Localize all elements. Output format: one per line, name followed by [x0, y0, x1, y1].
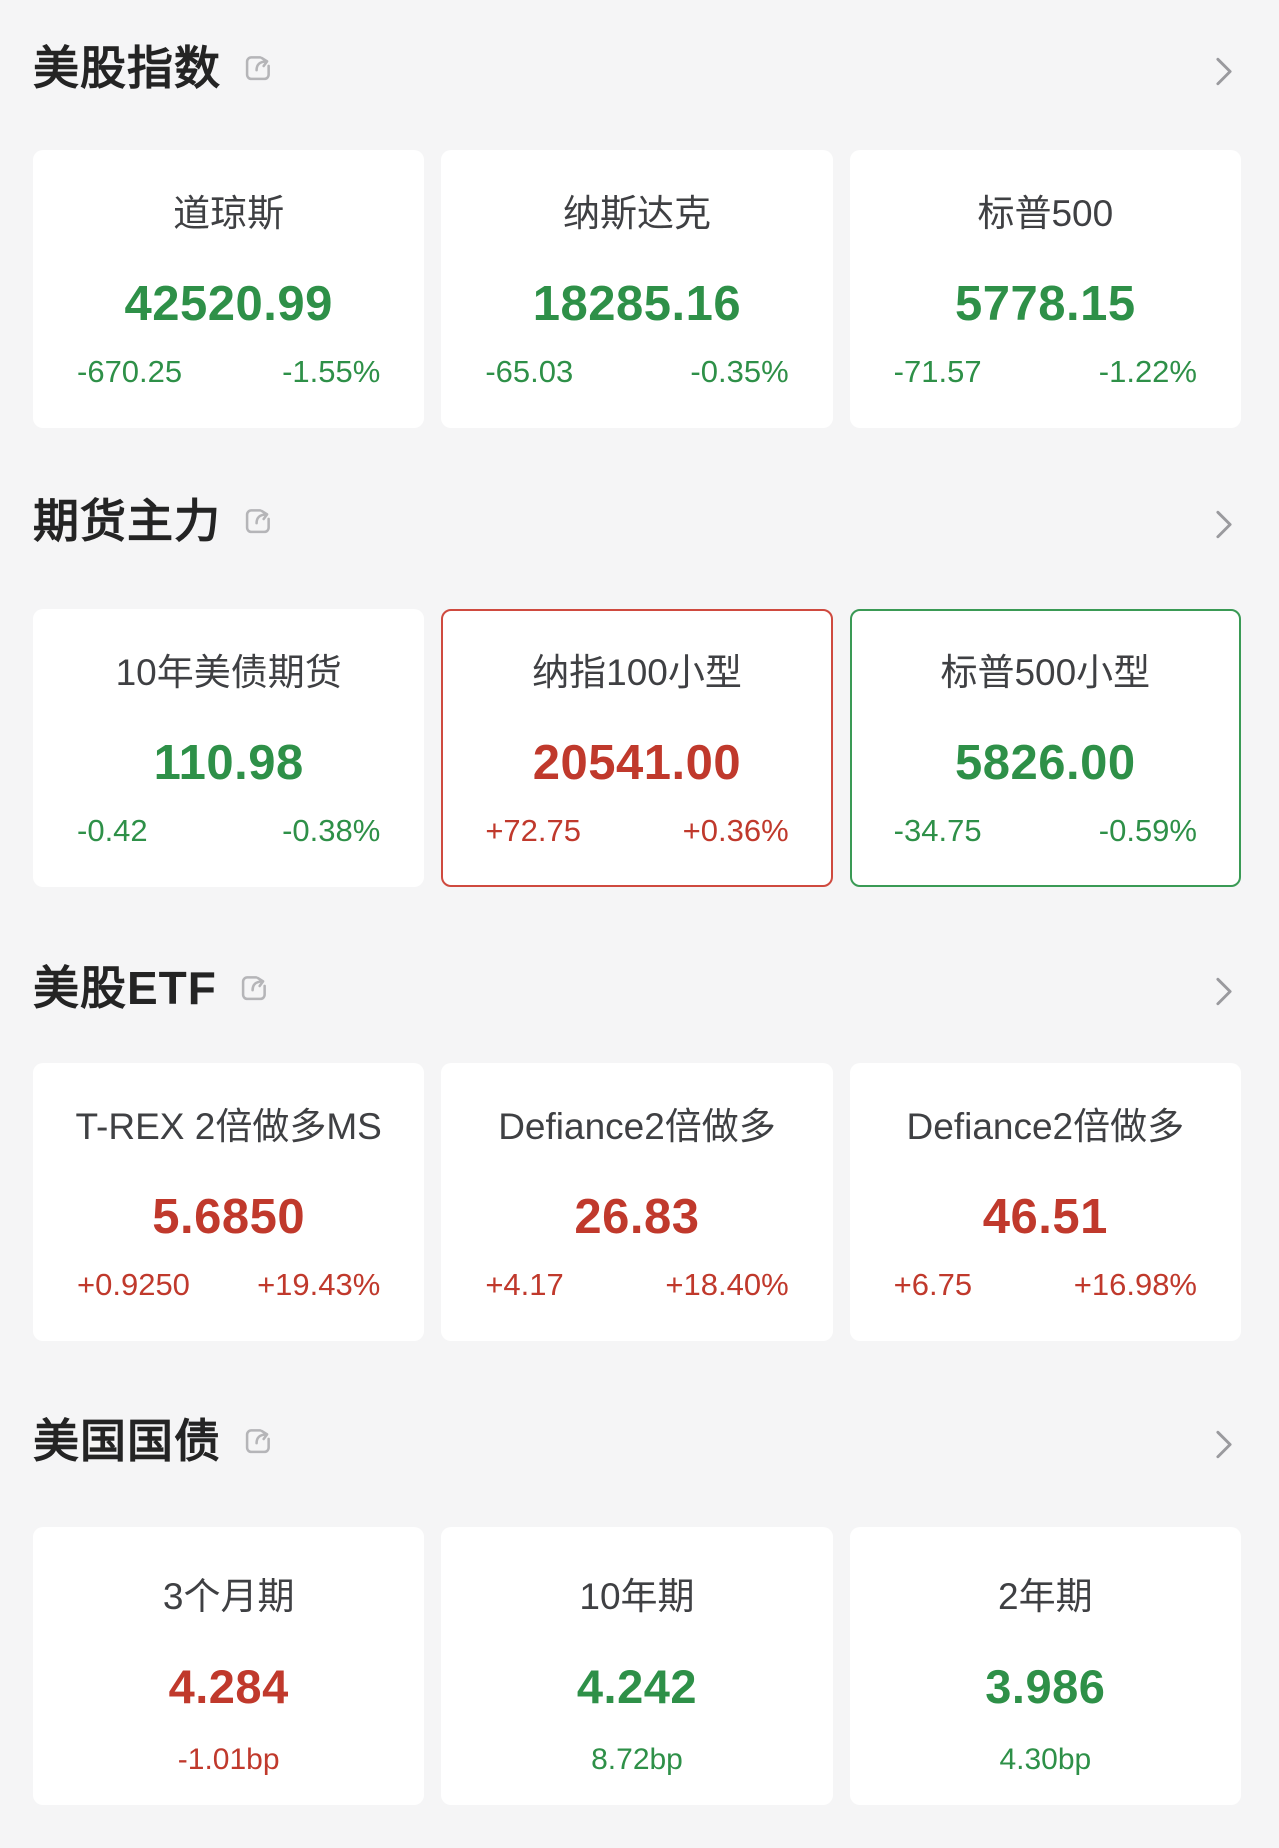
- treasury-card[interactable]: 3个月期 4.284 -1.01bp: [33, 1527, 425, 1805]
- card-change-pct: -1.55%: [282, 354, 381, 389]
- card-change: +4.17: [485, 1267, 564, 1302]
- treasury-card[interactable]: 2年期 3.986 4.30bp: [849, 1527, 1241, 1805]
- card-change-pct: -0.38%: [282, 813, 381, 848]
- share-icon[interactable]: [237, 971, 271, 1005]
- chevron-right-icon[interactable]: [1209, 1423, 1239, 1467]
- futures-row: 10年美债期货 110.98 -0.42 -0.38% 纳指100小型 2054…: [33, 609, 1241, 887]
- card-value: 5778.15: [955, 277, 1136, 331]
- section-title: 美国国债: [33, 1415, 221, 1467]
- card-value: 42520.99: [124, 277, 333, 331]
- etf-row: T-REX 2倍做多MS 5.6850 +0.9250 +19.43% Defi…: [33, 1063, 1241, 1341]
- card-change-pct: -0.59%: [1098, 813, 1197, 848]
- card-change-pct: +18.40%: [665, 1267, 789, 1302]
- card-value: 5826.00: [955, 736, 1136, 790]
- future-card[interactable]: 标普500小型 5826.00 -34.75 -0.59%: [849, 609, 1241, 887]
- card-value: 110.98: [153, 736, 304, 790]
- card-change-row: +72.75 +0.36%: [443, 813, 830, 849]
- card-change: -0.42: [77, 813, 148, 848]
- chevron-right-icon[interactable]: [1209, 50, 1239, 94]
- card-change-pct: +0.36%: [682, 813, 789, 848]
- chevron-right-icon[interactable]: [1209, 503, 1239, 547]
- card-change: -1.01bp: [177, 1743, 280, 1776]
- etf-card[interactable]: Defiance2倍做多 46.51 +6.75 +16.98%: [849, 1063, 1241, 1341]
- card-value: 5.6850: [152, 1190, 306, 1244]
- future-card[interactable]: 10年美债期货 110.98 -0.42 -0.38%: [33, 609, 425, 887]
- card-change-pct: -1.22%: [1098, 354, 1197, 389]
- us-indices-row: 道琼斯 42520.99 -670.25 -1.55% 纳斯达克 18285.1…: [33, 150, 1241, 428]
- card-title: 标普500: [977, 193, 1114, 234]
- card-title: 纳斯达克: [562, 193, 711, 234]
- card-change-row: -670.25 -1.55%: [35, 354, 422, 390]
- chevron-right-icon[interactable]: [1209, 970, 1239, 1014]
- card-value: 3.986: [985, 1660, 1106, 1713]
- index-card[interactable]: 标普500 5778.15 -71.57 -1.22%: [849, 150, 1241, 428]
- card-change: 8.72bp: [591, 1743, 683, 1776]
- card-value: 26.83: [574, 1190, 700, 1244]
- card-title: 3个月期: [162, 1576, 295, 1617]
- card-change: 4.30bp: [999, 1743, 1092, 1776]
- future-card[interactable]: 纳指100小型 20541.00 +72.75 +0.36%: [441, 609, 833, 887]
- card-title: 道琼斯: [173, 193, 285, 234]
- card-title: 纳指100小型: [532, 652, 742, 693]
- card-change: +6.75: [893, 1267, 973, 1302]
- card-change-pct: +19.43%: [257, 1267, 381, 1302]
- card-change-row: +6.75 +16.98%: [852, 1267, 1239, 1303]
- section-title: 美股指数: [33, 42, 221, 94]
- card-title: 10年期: [579, 1576, 695, 1617]
- card-title: Defiance2倍做多: [906, 1106, 1185, 1147]
- treasury-card[interactable]: 10年期 4.242 8.72bp: [441, 1527, 833, 1805]
- section-header-etf: 美股ETF: [33, 960, 1241, 1016]
- card-change-pct: -0.35%: [690, 354, 789, 389]
- section-header-treasury: 美国国债: [33, 1413, 1241, 1469]
- card-value: 4.242: [576, 1660, 698, 1713]
- card-change: -670.25: [77, 354, 183, 389]
- card-value: 18285.16: [532, 277, 742, 331]
- card-change-row: -34.75 -0.59%: [852, 813, 1239, 849]
- etf-card[interactable]: T-REX 2倍做多MS 5.6850 +0.9250 +19.43%: [33, 1063, 425, 1341]
- share-icon[interactable]: [241, 51, 275, 85]
- card-change-row: -65.03 -0.35%: [443, 354, 830, 390]
- share-icon[interactable]: [241, 1424, 275, 1458]
- card-change: -71.57: [893, 354, 982, 389]
- card-title: T-REX 2倍做多MS: [75, 1106, 382, 1147]
- card-value: 20541.00: [532, 736, 742, 790]
- index-card[interactable]: 道琼斯 42520.99 -670.25 -1.55%: [33, 150, 425, 428]
- section-title: 期货主力: [33, 495, 221, 547]
- card-value: 4.284: [168, 1660, 289, 1713]
- quotes-page: 美股指数 道琼斯 42520.99 -670.25 -1.55% 纳斯达克 18: [0, 40, 1279, 1848]
- card-change: +72.75: [485, 813, 582, 848]
- card-change-row: -71.57 -1.22%: [852, 354, 1239, 390]
- card-value: 46.51: [982, 1190, 1108, 1244]
- card-title: Defiance2倍做多: [498, 1106, 776, 1147]
- share-icon[interactable]: [241, 504, 275, 538]
- card-title: 标普500小型: [940, 652, 1151, 693]
- card-change: -65.03: [485, 354, 574, 389]
- section-title: 美股ETF: [33, 962, 217, 1014]
- section-header-futures: 期货主力: [33, 493, 1241, 549]
- card-change-row: +4.17 +18.40%: [443, 1267, 830, 1303]
- etf-card[interactable]: Defiance2倍做多 26.83 +4.17 +18.40%: [441, 1063, 833, 1341]
- card-title: 2年期: [998, 1576, 1093, 1617]
- section-header-us-indices: 美股指数: [33, 40, 1241, 96]
- card-change-pct: +16.98%: [1073, 1267, 1197, 1302]
- card-title: 10年美债期货: [115, 652, 342, 693]
- card-change-row: -0.42 -0.38%: [35, 813, 422, 849]
- treasury-row: 3个月期 4.284 -1.01bp 10年期 4.242 8.72bp 2年期…: [33, 1527, 1241, 1805]
- card-change-row: +0.9250 +19.43%: [35, 1267, 422, 1303]
- index-card[interactable]: 纳斯达克 18285.16 -65.03 -0.35%: [441, 150, 833, 428]
- card-change: +0.9250: [77, 1267, 190, 1302]
- card-change: -34.75: [893, 813, 982, 848]
